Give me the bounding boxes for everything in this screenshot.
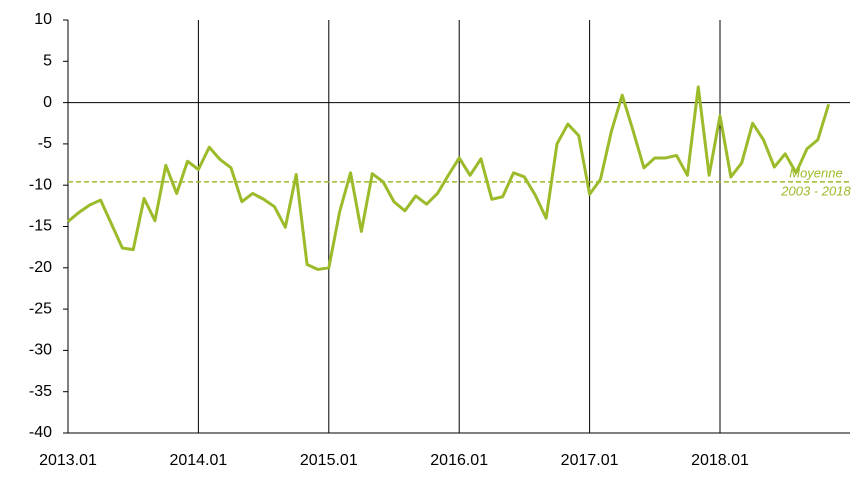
mean-label: 2003 - 2018 bbox=[780, 183, 851, 198]
y-tick-label: -30 bbox=[29, 342, 52, 359]
y-tick-label: 0 bbox=[43, 94, 52, 111]
y-tick-label: -25 bbox=[29, 300, 52, 317]
x-tick-label: 2014.01 bbox=[169, 452, 227, 469]
y-tick-label: -15 bbox=[29, 218, 52, 235]
y-tick-label: -35 bbox=[29, 383, 52, 400]
x-tick-label: 2016.01 bbox=[430, 452, 488, 469]
y-tick-label: 10 bbox=[34, 11, 52, 28]
x-tick-label: 2017.01 bbox=[561, 452, 619, 469]
y-tick-label: -10 bbox=[29, 176, 52, 193]
x-tick-label: 2015.01 bbox=[300, 452, 358, 469]
y-tick-label: 5 bbox=[43, 53, 52, 70]
y-tick-label: -40 bbox=[29, 424, 52, 441]
series-line bbox=[67, 85, 831, 271]
mean-label: Moyenne bbox=[789, 165, 842, 180]
y-tick-label: -5 bbox=[38, 135, 52, 152]
y-tick-label: -20 bbox=[29, 259, 52, 276]
x-tick-label: 2018.01 bbox=[691, 452, 749, 469]
x-tick-label: 2013.01 bbox=[39, 452, 97, 469]
